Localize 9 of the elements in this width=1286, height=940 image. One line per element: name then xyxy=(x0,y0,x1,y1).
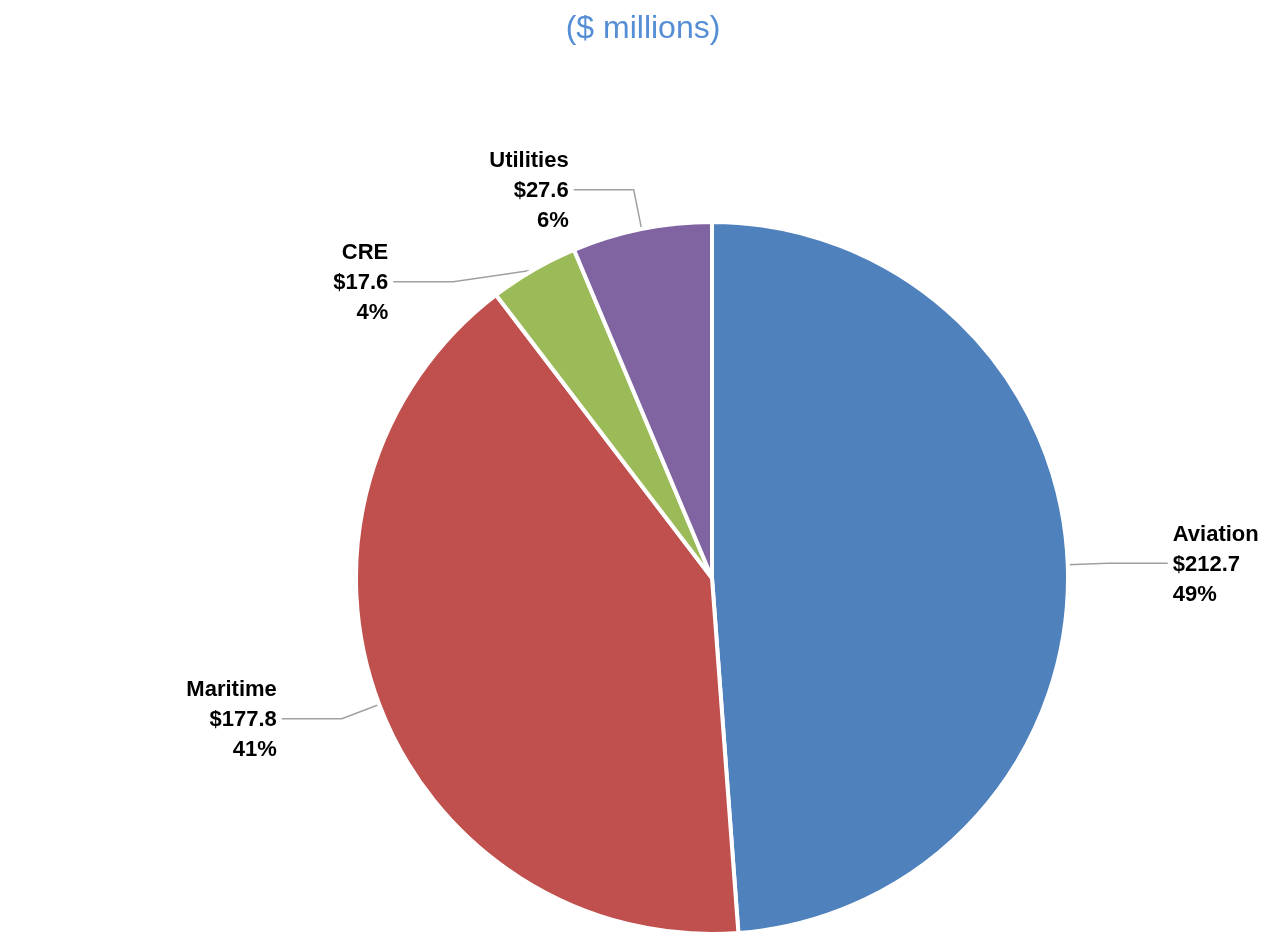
slice-label: Maritime xyxy=(186,676,277,702)
slice-label: Aviation xyxy=(1172,520,1259,546)
data-label: $17.6 4% xyxy=(333,269,389,325)
chart-title: ($ millions) xyxy=(565,9,721,45)
data-label: $177.8 41% xyxy=(209,706,277,762)
slice-label: CRE xyxy=(341,239,389,265)
data-label: $27.6 6% xyxy=(513,177,569,233)
data-label: $212.7 49% xyxy=(1172,550,1241,606)
slice-label: Utilities xyxy=(489,147,569,173)
